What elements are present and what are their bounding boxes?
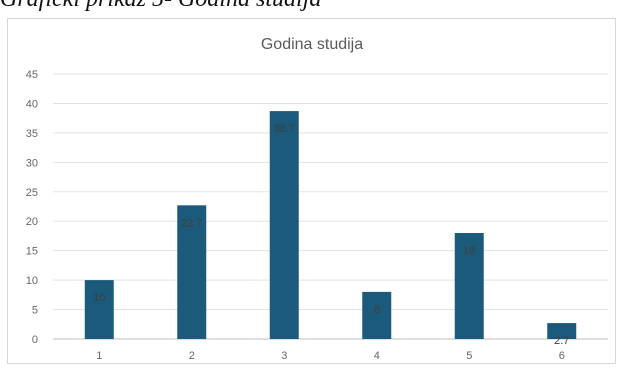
y-axis-ticks: 0 5 10 15 20 25 30 35 40 45	[26, 69, 38, 346]
data-label: 8	[374, 304, 380, 316]
bar	[454, 233, 484, 339]
y-tick-label: 10	[26, 275, 38, 287]
y-tick-label: 0	[32, 334, 38, 346]
y-tick-label: 30	[26, 157, 38, 169]
y-tick-label: 45	[26, 69, 38, 81]
y-tick-label: 5	[32, 305, 38, 317]
data-labels: 10 22.7 38.7 8 18 2.7	[93, 123, 569, 347]
bar	[547, 323, 577, 339]
x-axis-ticks: 1 2 3 4 5 6	[96, 350, 565, 362]
y-tick-label: 15	[26, 246, 38, 258]
data-label: 2.7	[554, 335, 569, 347]
bar	[177, 205, 207, 339]
x-tick-label: 2	[189, 350, 195, 362]
gridlines	[53, 73, 608, 340]
figure-caption: Grafički prikaz 5- Godina studija	[0, 0, 321, 13]
y-tick-label: 25	[26, 187, 38, 199]
x-tick-label: 4	[374, 350, 380, 362]
data-label: 38.7	[274, 123, 295, 135]
data-label: 18	[463, 245, 475, 257]
bar	[84, 280, 114, 339]
x-tick-label: 5	[466, 350, 472, 362]
bars	[84, 111, 577, 339]
y-tick-label: 20	[26, 216, 38, 228]
x-tick-label: 1	[96, 350, 102, 362]
x-tick-label: 6	[559, 350, 565, 362]
bar	[269, 111, 299, 339]
x-tick-label: 3	[281, 350, 287, 362]
data-label: 22.7	[181, 217, 202, 229]
y-tick-label: 40	[26, 98, 38, 110]
bar	[362, 291, 392, 339]
y-tick-label: 35	[26, 128, 38, 140]
chart-title: Godina studija	[261, 36, 363, 53]
data-label: 10	[93, 292, 105, 304]
